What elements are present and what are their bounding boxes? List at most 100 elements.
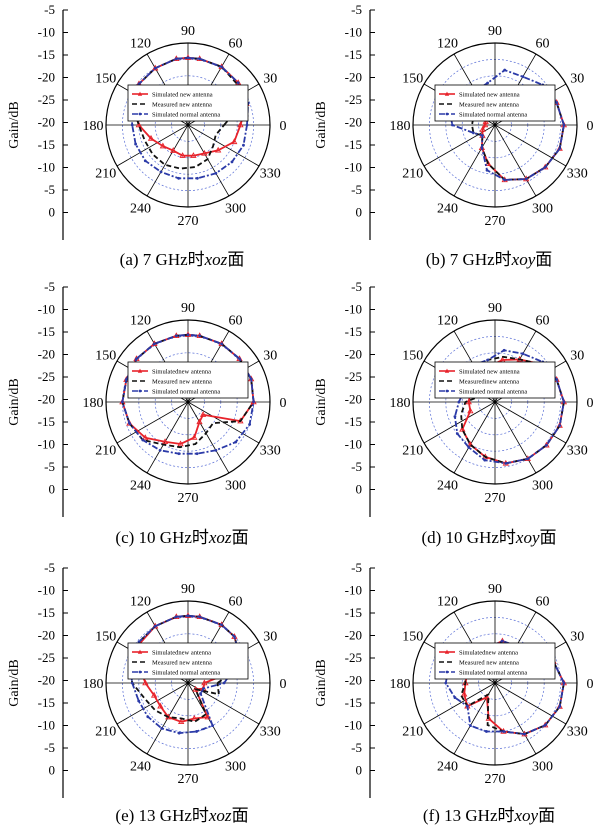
data-point-simulated_new: [461, 690, 468, 697]
data-point-simulated_new: [214, 146, 222, 153]
y-tick-label: -25: [38, 369, 55, 384]
y-axis-label: Gain/dB: [314, 378, 329, 425]
data-point-simulated_new: [191, 714, 198, 721]
y-tick-label: -10: [345, 437, 362, 452]
y-tick-label: -15: [38, 137, 55, 152]
caption-plane: xoz: [204, 250, 228, 269]
y-tick-label: -5: [44, 279, 55, 294]
data-point-simulated_new: [199, 411, 207, 417]
angle-label: 300: [532, 759, 553, 774]
legend-box: [127, 84, 249, 122]
angle-label: 90: [488, 301, 502, 316]
polar-panel-6: -5-10-15-20-25-20-15-10-50Gain/dB9060300…: [314, 560, 594, 825]
angle-label: 300: [225, 478, 246, 493]
data-point-simulated_normal: [214, 448, 218, 452]
data-point-simulated_new: [161, 438, 169, 445]
angle-label: 270: [178, 491, 199, 506]
legend-marker: [445, 670, 449, 674]
caption-plane: xoy: [511, 250, 536, 269]
data-point-simulated_normal: [186, 333, 190, 337]
legend-label: Simulated new antenna: [152, 91, 213, 98]
y-axis-label: Gain/dB: [314, 659, 329, 706]
y-tick-label: -20: [345, 628, 362, 643]
y-tick-label: -10: [345, 25, 362, 40]
angle-label: 30: [263, 72, 277, 87]
legend: Simulated new antenna Measuredinew antenn…: [434, 361, 556, 399]
legend-label: Simulated normal antenna: [459, 669, 527, 676]
data-point-simulated_normal: [504, 461, 508, 465]
outer-ring: [105, 42, 271, 208]
data-point-simulated_normal: [220, 623, 224, 627]
data-point-simulated_normal: [444, 681, 448, 685]
y-axis-label: Gain/dB: [7, 659, 22, 706]
data-point-simulated_normal: [153, 624, 157, 628]
legend-marker: [445, 112, 449, 116]
data-point-simulated_normal: [543, 165, 547, 169]
angle-label: 0: [587, 396, 594, 411]
data-point-simulated_normal: [153, 66, 157, 70]
data-point-simulated_new: [177, 440, 184, 447]
y-tick-label: -10: [38, 718, 55, 733]
caption-label: (c) 10 GHz时: [115, 528, 208, 547]
y-tick-label: -25: [345, 92, 362, 107]
data-point-simulated_normal: [195, 452, 199, 456]
angle-label: 180: [390, 396, 411, 411]
spoke-line: [453, 401, 496, 474]
data-point-simulated_normal: [174, 57, 178, 61]
angle-label: 30: [263, 349, 277, 364]
data-point-simulated_normal: [177, 452, 181, 456]
legend-label: Simulatednew antenna: [459, 649, 518, 656]
y-tick-label: -20: [38, 70, 55, 85]
spoke-line: [494, 401, 567, 444]
data-point-simulated_normal: [130, 123, 134, 127]
data-point-simulated_normal: [137, 640, 141, 644]
spoke-line: [423, 401, 496, 444]
caption-suffix: 面: [227, 250, 244, 269]
y-tick-label: -15: [345, 695, 362, 710]
angle-label: 120: [130, 37, 151, 52]
angle-label: 300: [532, 478, 553, 493]
angle-label: 240: [130, 759, 151, 774]
data-point-simulated_normal: [198, 57, 202, 61]
data-point-simulated_normal: [521, 352, 525, 356]
y-tick-label: 0: [356, 482, 363, 497]
data-point-simulated_normal: [481, 134, 484, 137]
legend-box: [434, 642, 556, 680]
data-point-simulated_new: [142, 679, 149, 686]
data-point-simulated_new: [196, 418, 203, 425]
data-point-simulated_normal: [214, 171, 218, 175]
data-point-simulated_normal: [130, 681, 134, 685]
data-point-simulated_normal: [143, 159, 147, 163]
legend-marker: [137, 368, 143, 373]
angle-label: 60: [229, 595, 243, 610]
data-point-simulated_normal: [158, 448, 162, 452]
data-point-simulated_normal: [159, 170, 163, 174]
y-tick-label: -20: [38, 628, 55, 643]
data-point-simulated_normal: [135, 357, 138, 361]
spoke-line: [116, 682, 189, 725]
series-line-measured_new: [460, 355, 565, 465]
data-point-simulated_normal: [453, 415, 457, 418]
data-point-simulated_normal: [121, 400, 124, 404]
caption-suffix: 面: [535, 250, 552, 269]
legend-label: Measured new antenna: [459, 101, 519, 108]
angle-label: 210: [402, 167, 423, 182]
panel-caption: (f) 13 GHz时xoy面: [423, 806, 555, 825]
data-point-simulated_new: [147, 134, 155, 141]
angle-label: 150: [95, 630, 116, 645]
angle-label: 210: [95, 444, 116, 459]
spoke-line: [494, 401, 537, 474]
legend-marker: [444, 368, 450, 373]
data-point-simulated_normal: [465, 704, 469, 708]
angle-label: 330: [567, 167, 588, 182]
legend-marker: [137, 91, 143, 96]
y-tick-label: -10: [38, 25, 55, 40]
data-point-simulated_normal: [202, 687, 205, 691]
angle-label: 300: [225, 201, 246, 216]
spoke-line: [146, 401, 189, 474]
spoke-line: [494, 124, 567, 167]
data-point-simulated_normal: [455, 432, 459, 436]
legend-box: [434, 361, 556, 399]
data-point-simulated_normal: [245, 123, 249, 127]
angle-label: 270: [178, 214, 199, 229]
